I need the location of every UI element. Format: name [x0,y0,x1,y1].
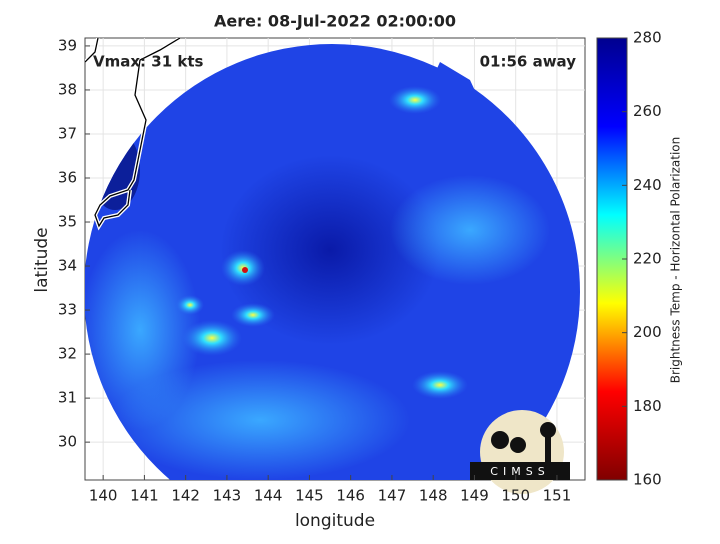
x-tick-label: 147 [378,487,407,505]
y-tick-label: 33 [58,301,77,319]
colorbar-label: Brightness Temp - Horizontal Polarizatio… [669,137,683,384]
satellite-image [85,38,580,480]
y-tick-label: 35 [58,213,77,231]
x-tick-label: 148 [419,487,448,505]
y-tick-label: 38 [58,80,77,98]
x-axis-label: longitude [295,511,375,531]
y-tick-label: 30 [58,433,77,451]
y-tick-label: 34 [58,257,77,275]
x-tick-label: 142 [171,487,200,505]
x-tick-label: 151 [543,487,572,505]
x-tick-label: 146 [336,487,365,505]
cimss-logo: CIMSS [470,410,570,494]
x-tick-label: 140 [89,487,118,505]
colorbar-tick-label: 240 [633,176,662,194]
annotation: Vmax: 31 kts [93,53,203,71]
x-tick-label: 141 [130,487,159,505]
x-tick-label: 143 [213,487,242,505]
x-tick-label: 144 [254,487,283,505]
colorbar-tick-label: 180 [633,397,662,415]
colorbar-tick-label: 160 [633,471,662,489]
chart-title: Aere: 08-Jul-2022 02:00:00 [214,12,456,31]
colorbar-tick-label: 200 [633,323,662,341]
y-tick-label: 36 [58,168,77,186]
colorbar-tick-label: 280 [633,29,662,47]
colorbar-tick-label: 260 [633,102,662,120]
y-tick-label: 37 [58,124,77,142]
colorbar-tick-label: 220 [633,250,662,268]
annotation: 01:56 away [480,53,577,71]
y-tick-label: 32 [58,345,77,363]
logo-text: CIMSS [490,465,549,478]
x-tick-label: 149 [460,487,489,505]
y-tick-label: 39 [58,36,77,54]
y-tick-label: 31 [58,389,77,407]
x-tick-label: 150 [501,487,530,505]
y-axis-label: latitude [32,227,52,292]
x-tick-label: 145 [295,487,324,505]
